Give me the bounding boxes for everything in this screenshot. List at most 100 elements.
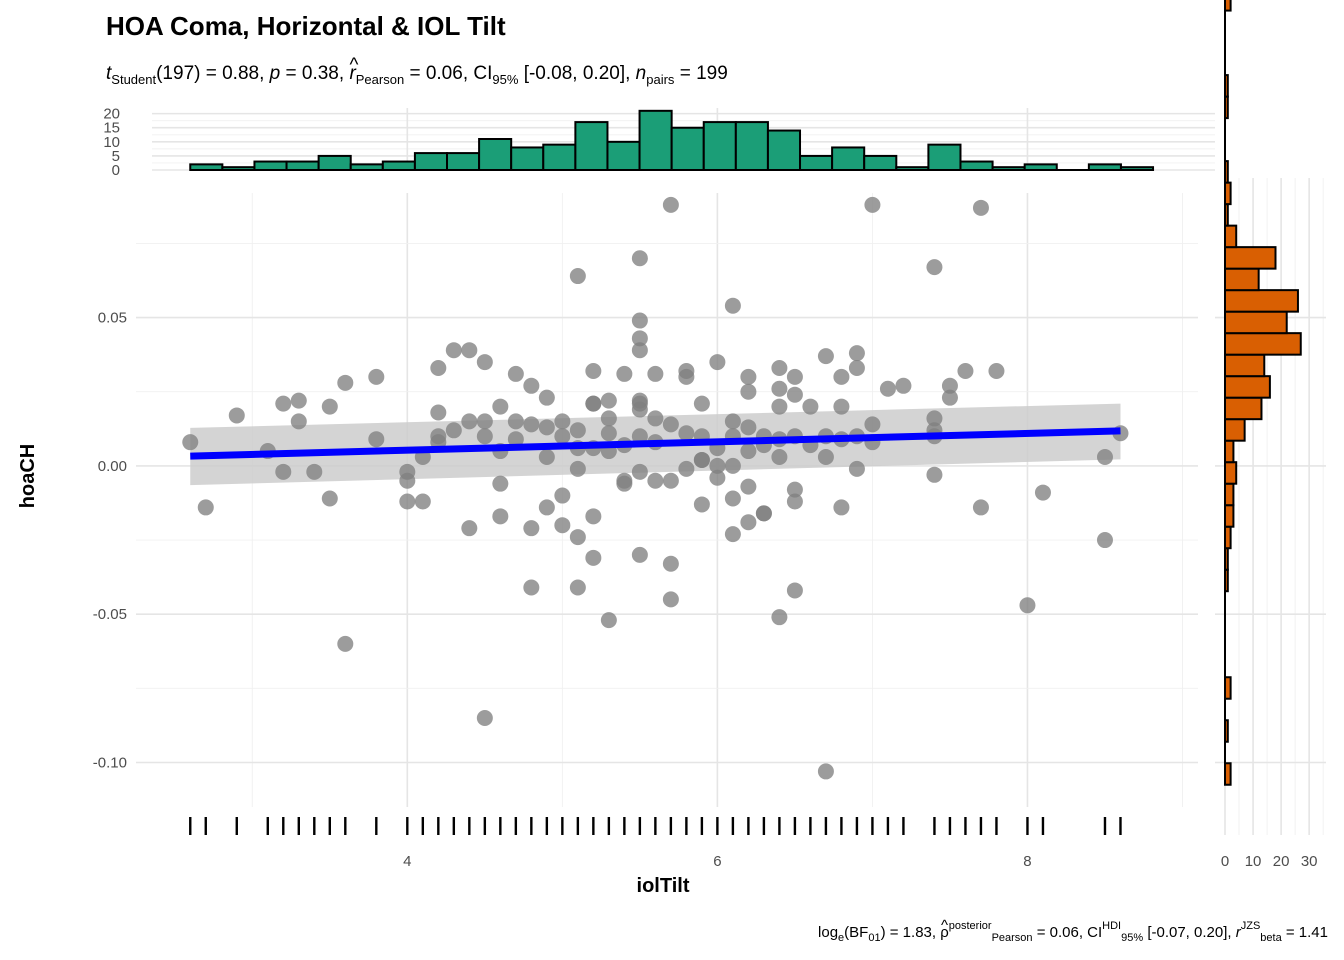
y-hist-bar <box>1224 396 1263 421</box>
x-hist-bar <box>959 160 994 172</box>
footer-ci-sup: HDI <box>1102 920 1121 932</box>
y-hist-bar <box>1224 0 1232 12</box>
y-hist-bar <box>1224 418 1246 442</box>
data-point <box>445 422 462 439</box>
data-point <box>631 342 648 359</box>
data-point <box>786 493 803 510</box>
data-point <box>724 457 741 474</box>
subtitle-p-val: = 0.38, <box>280 63 349 84</box>
data-point <box>817 348 834 365</box>
data-point <box>817 448 834 465</box>
x-hist-bar <box>510 146 545 171</box>
data-point <box>1096 448 1113 465</box>
x-hist-tick-label: 5 <box>112 148 120 165</box>
data-point <box>1034 484 1051 501</box>
data-point <box>631 401 648 418</box>
data-point <box>476 413 493 430</box>
data-point <box>724 490 741 507</box>
y-hist-bar <box>1224 525 1232 550</box>
data-point <box>662 416 679 433</box>
data-point <box>600 612 617 629</box>
axis-ticks: 4 6 8 -0.10 -0.05 0.00 0.05 <box>93 310 1032 870</box>
data-point <box>1096 532 1113 549</box>
data-point <box>693 496 710 513</box>
data-point <box>554 428 571 445</box>
data-point <box>538 389 555 406</box>
data-point <box>585 395 602 412</box>
subtitle-p-symbol: p <box>269 63 281 84</box>
footer-rho-val: = 0.06, CI <box>1033 924 1103 941</box>
data-point <box>724 413 741 430</box>
x-hist-bar <box>349 163 384 171</box>
x-hist-bar <box>831 146 866 171</box>
x-hist-bar <box>478 138 513 171</box>
x-hist-bar <box>542 143 577 172</box>
data-point <box>445 342 462 359</box>
x-hist-tick-label: 10 <box>103 134 120 151</box>
x-hist-bar <box>381 160 416 172</box>
data-point <box>709 469 726 486</box>
y-hist-bar <box>1224 568 1229 593</box>
x-hist-bar <box>670 126 705 171</box>
data-point <box>724 297 741 314</box>
footer-r-sub: beta <box>1260 932 1282 944</box>
data-point <box>399 472 416 489</box>
data-point <box>709 354 726 371</box>
data-point <box>771 380 788 397</box>
y-hist-bar <box>1224 482 1235 507</box>
x-hist-tick-label: 0 <box>112 162 120 179</box>
footer-r-sup: JZS <box>1241 920 1261 932</box>
x-hist-bar <box>606 140 641 171</box>
data-point <box>321 490 338 507</box>
data-point <box>275 463 292 480</box>
y-hist-tick-label: 20 <box>1273 853 1290 870</box>
x-hist-bar <box>638 109 673 172</box>
data-point <box>988 362 1005 379</box>
data-point <box>523 520 540 537</box>
data-point <box>492 398 509 415</box>
data-point <box>569 422 586 439</box>
y-hist-bar <box>1224 224 1238 249</box>
chart-footer: loge(BF01) = 1.83, ρposteriorPearson = 0… <box>818 920 1328 944</box>
data-point <box>972 199 989 216</box>
x-axis-label: iolTilt <box>637 875 690 897</box>
footer-rho-hat: ^ <box>941 917 948 934</box>
scatter-points <box>182 196 1129 780</box>
footer-ci-val: [-0.07, 0.20], <box>1143 924 1236 941</box>
data-point <box>848 460 865 477</box>
data-point <box>368 368 385 385</box>
footer-bf-val: ) = 1.83, <box>881 924 941 941</box>
data-point <box>941 377 958 394</box>
subtitle-ci-val: [-0.08, 0.20], <box>518 63 635 84</box>
data-point <box>771 360 788 377</box>
y-hist-bar <box>1224 181 1232 206</box>
footer-r-symbol: r <box>1236 924 1242 941</box>
x-hist-bar <box>766 129 802 171</box>
data-point <box>507 431 524 448</box>
data-point <box>1019 597 1036 614</box>
data-point <box>631 463 648 480</box>
x-hist-bar <box>285 160 320 172</box>
subtitle-r-symbol: r <box>349 63 356 84</box>
y-hist-bar <box>1224 719 1229 743</box>
x-hist-bar <box>702 121 737 172</box>
data-point <box>585 362 602 379</box>
data-point <box>631 250 648 267</box>
x-hist-bar <box>1087 163 1122 171</box>
data-point <box>523 377 540 394</box>
x-hist-bar <box>413 152 449 172</box>
data-point <box>430 404 447 421</box>
y-hist-bar <box>1224 289 1299 313</box>
data-point <box>662 555 679 572</box>
y-histogram <box>1224 0 1302 786</box>
footer-r-val: = 1.41 <box>1282 924 1328 941</box>
data-point <box>926 466 943 483</box>
data-point <box>476 710 493 727</box>
y-hist-tick-label: 0 <box>1221 853 1229 870</box>
footer-rho-sub: Pearson <box>992 932 1033 944</box>
data-point <box>693 395 710 412</box>
data-point <box>662 196 679 213</box>
y-hist-bar <box>1224 310 1288 335</box>
data-point <box>833 499 850 516</box>
